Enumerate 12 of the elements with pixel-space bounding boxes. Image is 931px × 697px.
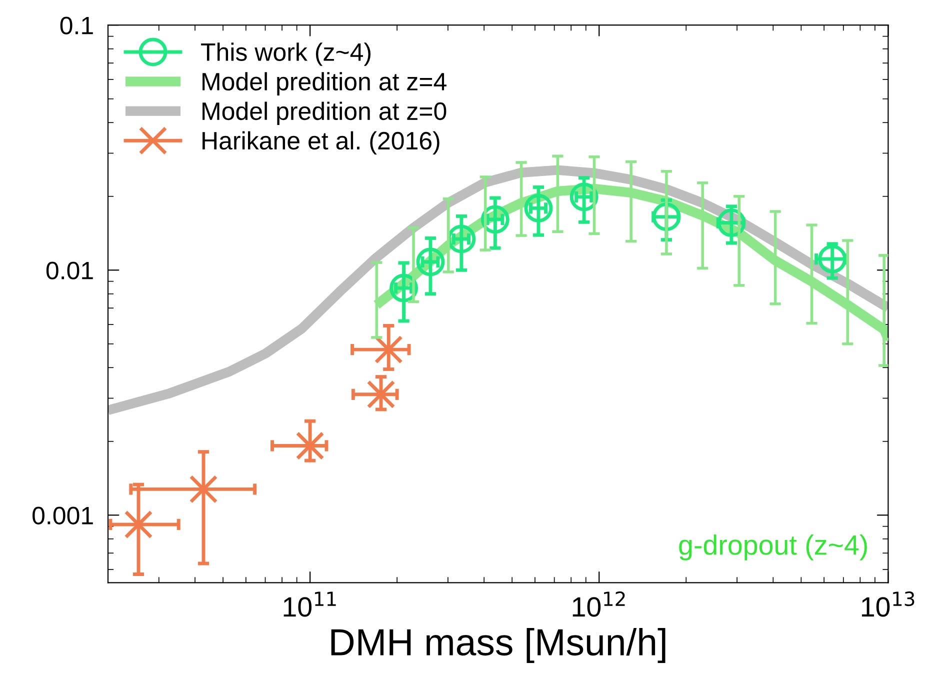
- legend-label: Harikane et al. (2016): [202, 131, 440, 155]
- annotation: g-dropout (z~4): [679, 534, 867, 560]
- y-tick-label: 0.1: [60, 16, 93, 34]
- x-axis-title: DMH mass [Msun/h]: [331, 628, 666, 663]
- x-tick-label: 10$^{12}$: [572, 591, 625, 617]
- x-tick-label: 10$^{13}$: [862, 591, 914, 617]
- legend-label: This work (z~4): [201, 42, 370, 66]
- y-tick-label: 0.01: [46, 262, 93, 280]
- x-tick-label: 10$^{11}$: [284, 592, 336, 617]
- legend-label: Model predition at z=0: [202, 102, 446, 126]
- y-tick-label: 0.001: [32, 506, 93, 524]
- legend-label: Model predition at z=4: [202, 72, 446, 96]
